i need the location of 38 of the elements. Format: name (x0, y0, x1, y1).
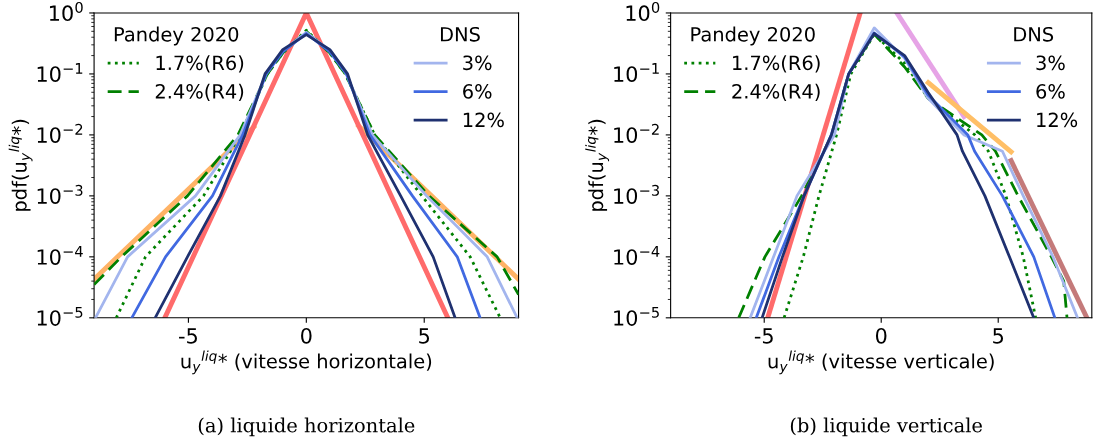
legend-label: 3% (463, 55, 492, 71)
y-axis-title: pdf(u$_{y}$$^{liq}$*) (8, 119, 33, 211)
legend-label: 2.4%(R4) (155, 83, 244, 101)
legend-label: 6% (463, 84, 492, 99)
x-tick-label: -5 (179, 328, 197, 344)
y-tick-label: 10$^{−2}$ (37, 123, 83, 143)
x-tick-label: 5 (993, 328, 1004, 344)
legend-label: 6% (1036, 84, 1065, 99)
y-tick-label: 10$^{−3}$ (37, 184, 83, 204)
text: (a) liquide horizontale (198, 417, 415, 437)
x-tick-label: 5 (419, 328, 430, 344)
y-tick-label: 10$^{−3}$ (614, 184, 659, 204)
legend-label: 1.7%(R6) (156, 55, 244, 73)
y-tick-label: 10$^{0}$ (626, 1, 660, 22)
legend-label: 12% (463, 112, 504, 128)
legend-label: 12% (1037, 112, 1078, 128)
legend-label: 3% (1036, 55, 1065, 71)
x-tick-label: 0 (301, 327, 312, 344)
y-tick-label: 10$^{−1}$ (614, 63, 659, 82)
x-tick-label: -5 (754, 328, 773, 344)
legend-label: 2.4%(R4) (732, 83, 820, 101)
y-tick-label: 10$^{−1}$ (37, 63, 83, 82)
y-axis-title: pdf(u$_{y}$$^{liq}$*) (585, 119, 610, 211)
text: (b) liquide verticale (790, 417, 982, 437)
x-tick-label: 0 (875, 327, 887, 344)
y-tick-label: 10$^{0}$ (49, 1, 83, 22)
y-tick-label: 10$^{−4}$ (37, 246, 83, 265)
x-axis-title: u$_{y}$$^{liq}$* (vitesse horizontale) (181, 350, 432, 375)
y-tick-label: 10$^{−4}$ (614, 246, 660, 265)
y-tick-label: 10$^{−5}$ (37, 306, 83, 326)
x-axis-title: u$_{y}$$^{liq}$* (vitesse verticale) (768, 350, 994, 375)
y-tick-label: 10$^{−5}$ (614, 306, 659, 326)
text: Pandey 2020 (691, 26, 815, 46)
text: Pandey 2020 (114, 26, 239, 46)
legend-label: 1.7%(R6) (733, 55, 820, 73)
y-tick-label: 10$^{−2}$ (614, 123, 659, 143)
text: DNS (440, 26, 480, 42)
text: DNS (1014, 26, 1054, 42)
